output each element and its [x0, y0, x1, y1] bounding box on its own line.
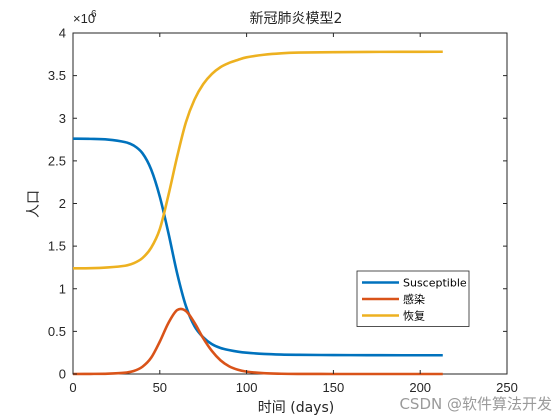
- x-tick-label: 250: [496, 380, 518, 395]
- y-axis-label: 人口: [26, 190, 42, 218]
- x-tick-label: 0: [69, 380, 76, 395]
- series-line-1: [72, 307, 443, 376]
- y-exponent-base: ×10: [73, 11, 95, 26]
- y-tick-label: 3.5: [48, 68, 66, 83]
- y-tick-label: 2: [59, 196, 66, 211]
- y-tick-label: 0.5: [48, 324, 66, 339]
- y-exponent-power: 6: [91, 9, 97, 20]
- legend-label: 感染: [403, 292, 425, 306]
- x-tick-label: 200: [409, 380, 431, 395]
- y-tick-label: 4: [59, 26, 66, 41]
- y-tick-label: 1: [59, 281, 66, 296]
- x-axis-label: 时间 (days): [258, 400, 334, 416]
- legend-label: 恢复: [403, 309, 425, 323]
- series-line-2: [72, 50, 443, 270]
- y-tick-label: 0: [59, 367, 66, 382]
- y-tick-label: 2.5: [48, 153, 66, 168]
- x-tick-label: 100: [236, 380, 258, 395]
- chart-title: 新冠肺炎模型2: [250, 11, 343, 27]
- y-tick-label: 3: [59, 111, 66, 126]
- x-tick-label: 50: [153, 380, 167, 395]
- x-tick-label: 150: [323, 380, 345, 395]
- y-tick-label: 1.5: [48, 239, 66, 254]
- series-layer: [72, 50, 443, 376]
- legend-label: Susceptible: [403, 277, 467, 290]
- watermark: CSDN @软件算法开发: [399, 395, 552, 413]
- ticks-layer: 0 50 100 150 200 250 0 0.5 1 1.5 2 2.5 3 3.5 4: [48, 26, 518, 396]
- y-exponent: ×10 6: [73, 9, 97, 26]
